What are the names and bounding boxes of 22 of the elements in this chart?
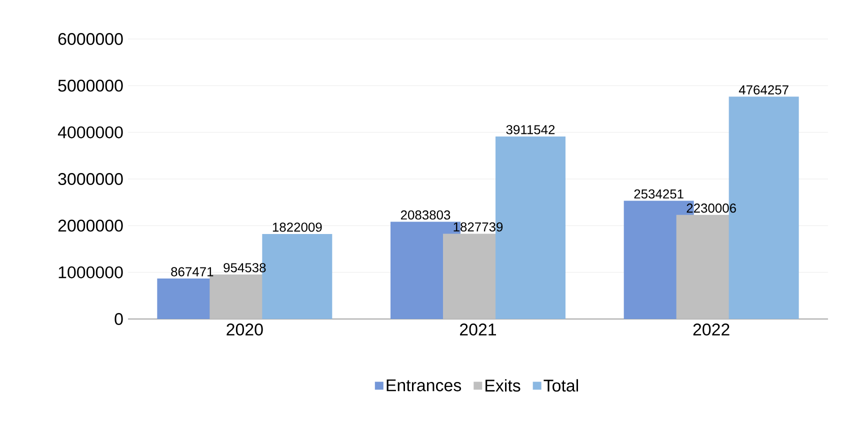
- data-label: 3911542: [506, 125, 555, 134]
- data-label: 4764257: [738, 85, 788, 94]
- y-tick-label: 2000000: [58, 220, 123, 232]
- legend-label: Total: [544, 379, 578, 392]
- x-tick-label: 2022: [693, 324, 730, 336]
- data-label: 1822009: [272, 222, 322, 232]
- data-label: 954538: [224, 263, 266, 272]
- data-label: 1827739: [454, 222, 503, 232]
- data-label: 867471: [171, 267, 214, 276]
- x-tick-label: 2020: [226, 324, 263, 336]
- y-tick-label: 1000000: [58, 266, 123, 278]
- data-label: 2083803: [400, 210, 450, 220]
- y-tick-label: 4000000: [58, 126, 123, 138]
- legend-label: Exits: [486, 379, 520, 392]
- legend-label: Entrances: [386, 379, 462, 392]
- data-label: 2230006: [686, 204, 736, 213]
- y-tick-label: 5000000: [58, 80, 123, 92]
- y-tick-label: 3000000: [58, 173, 123, 185]
- y-tick-label: 0: [114, 313, 123, 325]
- x-tick-label: 2021: [460, 324, 496, 336]
- data-label: 2534251: [634, 189, 684, 199]
- y-tick-label: 6000000: [58, 33, 123, 45]
